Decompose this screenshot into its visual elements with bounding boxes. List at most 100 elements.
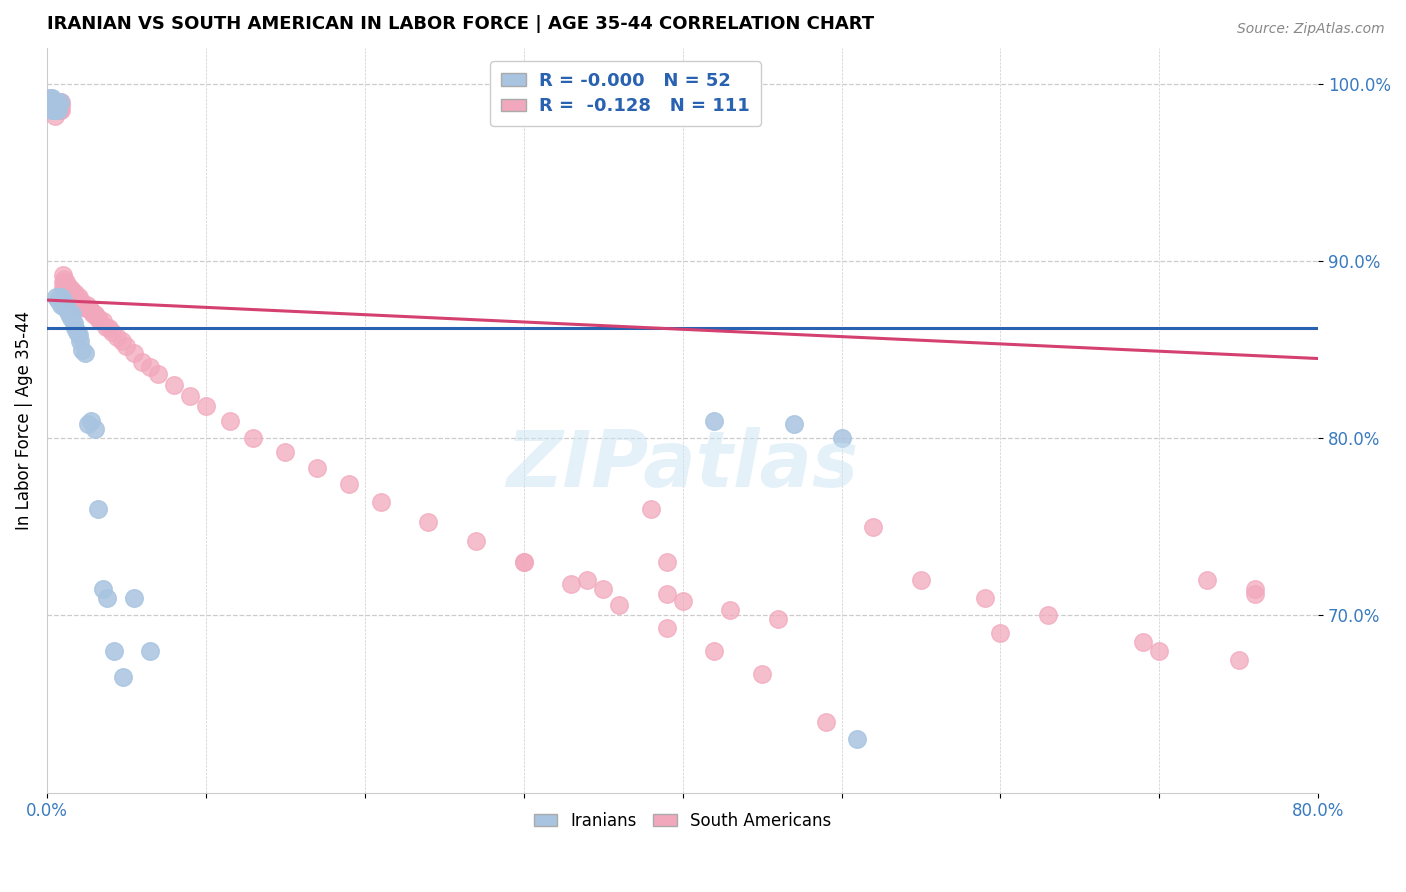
- Point: [60, 293, 83, 307]
- Point: [53, 300, 76, 314]
- Point: [91, 314, 114, 328]
- Point: [1243, 587, 1265, 601]
- Point: [48, 95, 70, 109]
- Point: [103, 644, 125, 658]
- Point: [80, 303, 103, 318]
- Point: [163, 378, 186, 392]
- Point: [45, 95, 67, 109]
- Y-axis label: In Labor Force | Age 35-44: In Labor Force | Age 35-44: [15, 311, 32, 530]
- Point: [59, 289, 82, 303]
- Point: [139, 644, 162, 658]
- Point: [640, 502, 662, 516]
- Point: [56, 278, 79, 293]
- Point: [110, 334, 132, 348]
- Point: [1243, 582, 1265, 596]
- Point: [51, 298, 73, 312]
- Point: [51, 98, 73, 112]
- Point: [87, 310, 110, 325]
- Point: [66, 296, 89, 310]
- Point: [41, 95, 63, 109]
- Point: [48, 95, 70, 109]
- Point: [53, 280, 76, 294]
- Point: [80, 413, 103, 427]
- Point: [51, 103, 73, 118]
- Point: [37, 98, 59, 112]
- Point: [766, 612, 789, 626]
- Point: [83, 422, 105, 436]
- Point: [63, 316, 86, 330]
- Point: [44, 103, 66, 118]
- Point: [48, 103, 70, 118]
- Point: [124, 346, 146, 360]
- Point: [124, 591, 146, 605]
- Point: [337, 477, 360, 491]
- Point: [39, 95, 62, 109]
- Point: [655, 555, 678, 569]
- Point: [179, 389, 201, 403]
- Point: [592, 582, 614, 596]
- Point: [73, 346, 96, 360]
- Point: [101, 325, 124, 339]
- Point: [112, 671, 135, 685]
- Point: [70, 296, 93, 310]
- Point: [41, 103, 63, 118]
- Point: [87, 502, 110, 516]
- Point: [69, 334, 91, 348]
- Point: [560, 576, 582, 591]
- Point: [91, 582, 114, 596]
- Point: [83, 307, 105, 321]
- Point: [42, 98, 65, 112]
- Point: [512, 555, 534, 569]
- Point: [44, 95, 66, 109]
- Point: [52, 296, 75, 310]
- Point: [59, 310, 82, 325]
- Point: [52, 280, 75, 294]
- Point: [1149, 644, 1171, 658]
- Point: [718, 603, 741, 617]
- Point: [65, 293, 87, 307]
- Point: [52, 276, 75, 290]
- Point: [96, 591, 118, 605]
- Point: [910, 573, 932, 587]
- Point: [52, 293, 75, 307]
- Point: [671, 594, 693, 608]
- Point: [70, 300, 93, 314]
- Point: [39, 91, 62, 105]
- Point: [44, 98, 66, 112]
- Point: [77, 417, 100, 431]
- Point: [69, 293, 91, 307]
- Point: [44, 103, 66, 118]
- Point: [576, 573, 599, 587]
- Point: [655, 587, 678, 601]
- Point: [146, 368, 169, 382]
- Point: [274, 445, 297, 459]
- Point: [56, 285, 79, 300]
- Point: [973, 591, 995, 605]
- Point: [607, 598, 630, 612]
- Point: [65, 321, 87, 335]
- Point: [105, 330, 128, 344]
- Point: [703, 413, 725, 427]
- Text: ZIPatlas: ZIPatlas: [506, 427, 859, 503]
- Text: IRANIAN VS SOUTH AMERICAN IN LABOR FORCE | AGE 35-44 CORRELATION CHART: IRANIAN VS SOUTH AMERICAN IN LABOR FORCE…: [46, 15, 875, 33]
- Point: [45, 98, 67, 112]
- Point: [89, 312, 111, 326]
- Point: [1036, 608, 1059, 623]
- Point: [77, 301, 100, 316]
- Point: [46, 293, 69, 307]
- Point: [46, 95, 69, 109]
- Point: [53, 296, 76, 310]
- Point: [72, 296, 94, 310]
- Point: [60, 284, 83, 298]
- Point: [73, 300, 96, 314]
- Point: [42, 98, 65, 112]
- Point: [53, 272, 76, 286]
- Point: [831, 431, 853, 445]
- Point: [59, 282, 82, 296]
- Point: [465, 534, 488, 549]
- Point: [39, 91, 62, 105]
- Point: [45, 103, 67, 118]
- Point: [846, 732, 869, 747]
- Point: [41, 91, 63, 105]
- Point: [139, 360, 162, 375]
